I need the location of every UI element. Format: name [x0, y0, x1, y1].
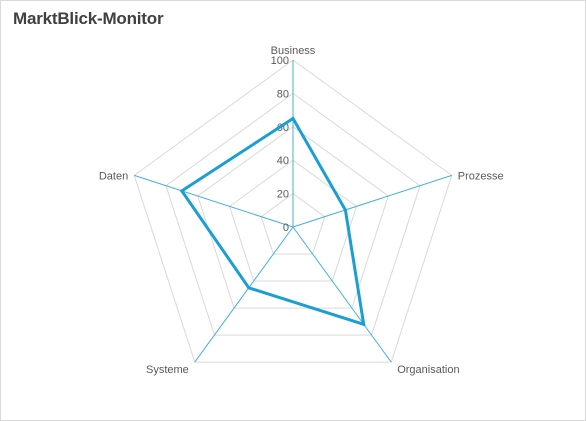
tick-label-80: 80 [277, 88, 289, 100]
tick-label-40: 40 [277, 155, 289, 167]
category-label-systeme: Systeme [146, 364, 189, 376]
data-point-daten [180, 189, 184, 193]
category-label-business: Business [271, 45, 316, 57]
data-point-business [291, 117, 295, 120]
grid-ring-100 [133, 59, 453, 363]
category-label-prozesse: Prozesse [458, 170, 504, 182]
data-point-organisation [362, 322, 366, 326]
tick-label-0: 0 [283, 222, 289, 234]
grid-ring-20 [260, 192, 326, 255]
data-point-prozesse [343, 208, 347, 212]
grid-ring-40 [228, 159, 358, 282]
axis-spoke-2 [292, 226, 392, 363]
series-line-0 [179, 116, 366, 327]
axis-spoke-4 [134, 174, 294, 228]
chart-title: MarktBlick-Monitor [13, 9, 164, 28]
grid-ring-60 [197, 126, 389, 309]
category-label-organisation: Organisation [397, 364, 459, 376]
grid-ring-80 [165, 92, 421, 336]
tick-label-100: 100 [271, 55, 289, 67]
tick-label-20: 20 [277, 189, 289, 201]
axis-spoke-3 [194, 226, 294, 363]
data-point-systeme [247, 286, 251, 290]
category-label-daten: Daten [99, 170, 128, 182]
axis-spoke-1 [292, 174, 452, 228]
